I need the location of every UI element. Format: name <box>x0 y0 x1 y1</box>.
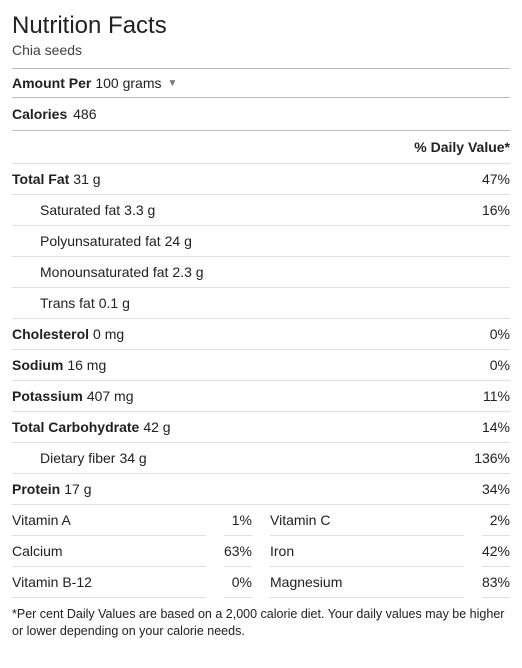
nutrient-name: Total Carbohydrate <box>12 419 139 435</box>
chevron-down-icon: ▼ <box>168 78 178 89</box>
vitamin-name: Magnesium <box>270 567 464 598</box>
nutrient-dv: 14% <box>482 419 510 435</box>
nutrient-amount: 34 g <box>119 450 146 466</box>
vitamin-value: 83% <box>482 567 510 598</box>
vitamin-name: Vitamin A <box>12 505 206 536</box>
vitamin-value: 1% <box>224 505 252 536</box>
calories-value: 486 <box>73 106 96 122</box>
vitamin-grid: Vitamin A 1% Vitamin C 2% Calcium 63% Iron 42% V… <box>12 505 510 598</box>
nutrient-name: Polyunsaturated fat <box>12 233 161 249</box>
amount-per-label: Amount Per <box>12 75 91 91</box>
nutrient-row: Monounsaturated fat2.3 g <box>12 257 510 288</box>
nutrient-name: Dietary fiber <box>12 450 115 466</box>
nutrient-amount: 17 g <box>64 481 91 497</box>
amount-per-unit: 100 grams <box>95 75 161 91</box>
vitamin-value: 42% <box>482 536 510 567</box>
nutrient-row: Protein17 g 34% <box>12 474 510 505</box>
nutrient-row: Dietary fiber34 g 136% <box>12 443 510 474</box>
nutrient-name: Cholesterol <box>12 326 89 342</box>
nutrient-amount: 407 mg <box>87 388 134 404</box>
amount-per-row[interactable]: Amount Per 100 grams ▼ <box>12 68 510 98</box>
nutrient-dv: 0% <box>490 357 510 373</box>
food-name: Chia seeds <box>12 42 510 58</box>
nutrient-name: Total Fat <box>12 171 69 187</box>
nutrient-row: Trans fat0.1 g <box>12 288 510 319</box>
nutrient-dv: 16% <box>482 202 510 218</box>
nutrient-name: Monounsaturated fat <box>12 264 168 280</box>
nutrient-dv: 0% <box>490 326 510 342</box>
vitamin-value: 0% <box>224 567 252 598</box>
nutrient-row: Potassium407 mg 11% <box>12 381 510 412</box>
nutrient-dv: 11% <box>483 388 510 404</box>
nutrient-row: Total Carbohydrate42 g 14% <box>12 412 510 443</box>
nutrient-dv: 136% <box>474 450 510 466</box>
nutrient-row: Total Fat31 g 47% <box>12 164 510 195</box>
nutrition-title: Nutrition Facts <box>12 12 510 40</box>
vitamin-name: Calcium <box>12 536 206 567</box>
nutrient-amount: 0 mg <box>93 326 124 342</box>
vitamin-name: Iron <box>270 536 464 567</box>
nutrient-amount: 24 g <box>165 233 192 249</box>
calories-row: Calories 486 <box>12 98 510 131</box>
nutrient-row: Sodium16 mg 0% <box>12 350 510 381</box>
nutrient-name: Saturated fat <box>12 202 120 218</box>
calories-label: Calories <box>12 106 67 122</box>
nutrient-name: Protein <box>12 481 60 497</box>
nutrient-dv: 47% <box>482 171 510 187</box>
nutrient-name: Sodium <box>12 357 63 373</box>
vitamin-name: Vitamin C <box>270 505 464 536</box>
nutrient-dv: 34% <box>482 481 510 497</box>
nutrient-table: Total Fat31 g 47% Saturated fat3.3 g 16% Pol… <box>12 164 510 505</box>
nutrient-amount: 16 mg <box>67 357 106 373</box>
nutrient-amount: 3.3 g <box>124 202 155 218</box>
daily-value-header: % Daily Value* <box>12 131 510 164</box>
nutrient-row: Saturated fat3.3 g 16% <box>12 195 510 226</box>
vitamin-value: 63% <box>224 536 252 567</box>
vitamin-name: Vitamin B-12 <box>12 567 206 598</box>
nutrient-name: Trans fat <box>12 295 95 311</box>
nutrient-row: Cholesterol0 mg 0% <box>12 319 510 350</box>
nutrient-amount: 31 g <box>73 171 100 187</box>
nutrient-amount: 0.1 g <box>99 295 130 311</box>
vitamin-value: 2% <box>482 505 510 536</box>
nutrient-name: Potassium <box>12 388 83 404</box>
nutrient-amount: 2.3 g <box>172 264 203 280</box>
nutrient-row: Polyunsaturated fat24 g <box>12 226 510 257</box>
nutrient-amount: 42 g <box>143 419 170 435</box>
footnote-text: *Per cent Daily Values are based on a 2,… <box>12 598 510 640</box>
